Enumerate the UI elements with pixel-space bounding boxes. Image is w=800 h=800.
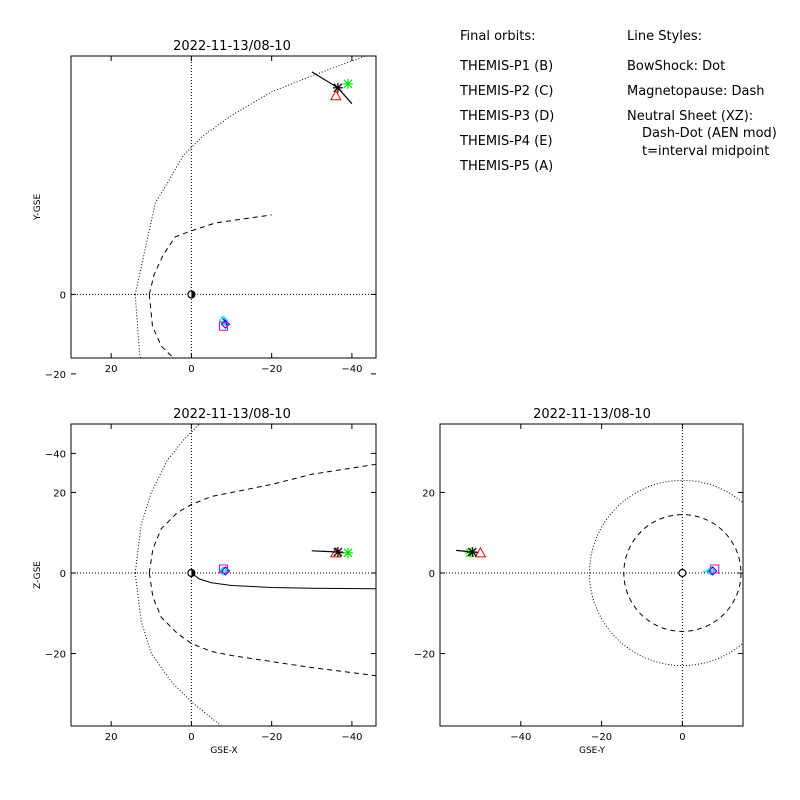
legend-probe-p4: THEMIS-P4 (E)	[459, 134, 553, 149]
x-tick-label: −20	[261, 364, 282, 375]
magnetopause-curve-north	[148, 463, 376, 574]
probe-track-inner-xz	[219, 570, 228, 572]
marker-yz-3	[705, 566, 716, 576]
panel-xz-frame	[70, 423, 377, 727]
x-tick-label: −40	[510, 732, 531, 743]
panel-xy-plot-area	[71, 56, 376, 358]
marker-yz-0	[474, 546, 487, 558]
marker-xz-1-stroke	[343, 548, 353, 558]
magnetopause-curve-dawn	[148, 214, 272, 295]
marker-xz-1	[342, 547, 353, 558]
x-tick-label: 20	[105, 364, 118, 375]
x-tick-label: 0	[679, 732, 685, 743]
y-tick-label: 20	[53, 488, 66, 499]
marker-xy-1-stroke	[343, 79, 353, 89]
panel-xz-title: 2022-11-13/08-10	[173, 407, 291, 422]
bowshock-curve-dawn	[134, 294, 142, 358]
legend-style-bowshock: BowShock: Dot	[627, 59, 725, 74]
legend-probe-p1: THEMIS-P1 (B)	[459, 59, 553, 74]
bowshock-curve-south	[134, 572, 223, 726]
marker-yz-2	[467, 547, 478, 558]
panel-xy-title: 2022-11-13/08-10	[173, 39, 291, 54]
earth-yz	[678, 568, 687, 578]
legend-style-dashdot: Dash-Dot (AEN mod)	[642, 126, 777, 141]
earth-xz-night	[191, 569, 195, 577]
marker-xz-5	[219, 564, 228, 574]
y-tick-label: −20	[414, 650, 435, 661]
marker-yz-2-stroke	[467, 547, 477, 557]
panel-yz-frame	[439, 423, 744, 727]
legend-probe-p5: THEMIS-P5 (A)	[459, 159, 553, 174]
marker-xz-4	[220, 566, 231, 576]
panel-yz: 2022-11-13/08-10 GSE-Y −40 −20 0 20 0 −20	[414, 407, 744, 756]
marker-xz-2	[332, 547, 343, 558]
marker-xy-5	[219, 321, 228, 331]
y-tick-label: 20	[422, 488, 435, 499]
magnetopause-curve-south	[148, 572, 376, 677]
y-tick-label: 0	[60, 569, 66, 580]
y-tick-label: −40	[45, 449, 66, 460]
panel-xy: 2022-11-13/08-10 Y-GSE 20 0 −20 −40 −40 −20 0	[33, 39, 377, 460]
panel-xz-ylabel: Z-GSE	[33, 561, 43, 589]
y-tick-label: 0	[429, 569, 435, 580]
x-tick-label: −20	[591, 732, 612, 743]
marker-xz-3	[218, 566, 229, 576]
panel-xz: 2022-11-13/08-10 Z-GSE GSE-X 20 0 −20 −40 20…	[33, 407, 377, 756]
panel-yz-plot-area	[440, 424, 743, 726]
legend: Final orbits: THEMIS-P1 (B) THEMIS-P2 (C…	[459, 29, 777, 174]
legend-styles-title: Line Styles:	[627, 29, 702, 44]
legend-probe-p3: THEMIS-P3 (D)	[459, 109, 554, 124]
x-tick-label: 20	[105, 732, 118, 743]
bowshock-curve-north	[134, 424, 201, 574]
x-tick-label: −40	[341, 732, 362, 743]
marker-yz-5	[710, 564, 720, 574]
y-tick-label: −20	[45, 370, 66, 381]
y-tick-label: −20	[45, 650, 66, 661]
magnetopause-circle	[623, 514, 742, 632]
panel-xz-xlabel: GSE-X	[210, 746, 237, 756]
x-tick-label: 0	[188, 732, 194, 743]
x-tick-label: −20	[261, 732, 282, 743]
marker-xy-0	[330, 89, 342, 101]
marker-yz-4	[707, 566, 718, 576]
x-tick-label: −40	[341, 364, 362, 375]
marker-xy-4	[220, 319, 231, 329]
legend-style-midpoint: t=interval midpoint	[642, 144, 769, 159]
marker-xy-2	[332, 82, 343, 93]
legend-style-magnetopause: Magnetopause: Dash	[627, 84, 764, 99]
marker-xy-1	[342, 78, 353, 89]
magnetopause-curve-dusk	[148, 294, 174, 358]
legend-orbits-title: Final orbits:	[460, 29, 536, 44]
earth-xy-night	[191, 290, 195, 298]
panel-xz-plot-area	[71, 424, 376, 726]
marker-xy-3	[218, 315, 229, 325]
legend-style-neutral-sheet: Neutral Sheet (XZ):	[627, 109, 753, 124]
panel-xy-ylabel: Y-GSE	[33, 194, 43, 222]
marker-xy-2-stroke	[333, 83, 343, 93]
legend-probe-p2: THEMIS-P2 (C)	[459, 84, 553, 99]
panel-xy-frame	[70, 55, 377, 359]
x-tick-label: 0	[188, 364, 194, 375]
panel-yz-xlabel: GSE-Y	[579, 746, 606, 756]
neutral-sheet-curve	[191, 572, 376, 590]
bowshock-curve-dusk	[134, 56, 367, 295]
y-tick-label: 0	[60, 290, 66, 301]
marker-yz-1-stroke	[465, 548, 475, 558]
panel-yz-title: 2022-11-13/08-10	[533, 407, 651, 422]
marker-xz-2-stroke	[333, 547, 343, 557]
